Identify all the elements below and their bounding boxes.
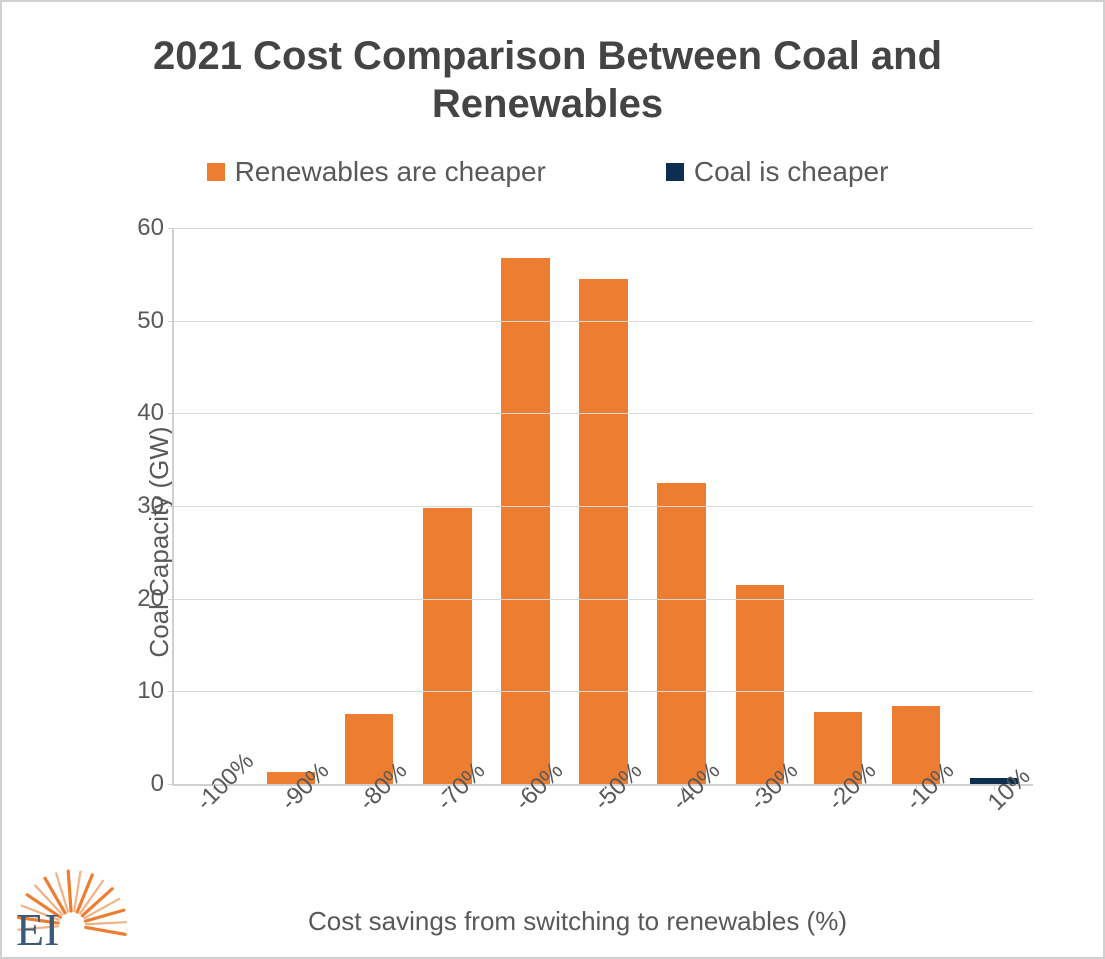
x-tickmark <box>682 784 683 790</box>
x-tickmark <box>525 784 526 790</box>
logo: EI <box>10 849 130 949</box>
x-tickmark <box>369 784 370 790</box>
y-tick-label: 60 <box>137 214 174 242</box>
x-tickmark <box>291 784 292 790</box>
legend-label-coal: Coal is cheaper <box>694 156 889 188</box>
plot-area: -100%-90%-80%-70%-60%-50%-40%-30%-20%-10… <box>172 228 1033 786</box>
gridline <box>174 506 1033 507</box>
legend: Renewables are cheaper Coal is cheaper <box>32 156 1063 188</box>
gridline <box>174 599 1033 600</box>
chart-area: Coal Capacity (GW) -100%-90%-80%-70%-60%… <box>122 208 1033 876</box>
bar <box>423 508 471 784</box>
x-tickmark <box>994 784 995 790</box>
gridline <box>174 228 1033 229</box>
y-axis-label: Coal Capacity (GW) <box>144 426 175 657</box>
y-tick-label: 30 <box>137 492 174 520</box>
chart-container: 2021 Cost Comparison Between Coal and Re… <box>2 2 1103 957</box>
x-tickmark <box>213 784 214 790</box>
y-tick-label: 20 <box>137 585 174 613</box>
gridline <box>174 413 1033 414</box>
x-tick-label: 10% <box>970 750 1037 817</box>
x-tick-label: -90% <box>263 744 335 816</box>
x-tickmark <box>838 784 839 790</box>
logo-icon: EI <box>10 849 130 949</box>
bar <box>657 483 705 784</box>
y-tick-label: 40 <box>137 399 174 427</box>
legend-swatch-renewables <box>207 163 225 181</box>
logo-text: EI <box>16 904 59 949</box>
legend-label-renewables: Renewables are cheaper <box>235 156 546 188</box>
legend-swatch-coal <box>666 163 684 181</box>
gridline <box>174 321 1033 322</box>
legend-item-coal: Coal is cheaper <box>666 156 889 188</box>
x-tickmark <box>916 784 917 790</box>
x-tickmark <box>447 784 448 790</box>
y-tick-label: 0 <box>151 770 174 798</box>
x-tickmark <box>604 784 605 790</box>
y-tick-label: 50 <box>137 307 174 335</box>
x-axis-label: Cost savings from switching to renewable… <box>92 906 1063 937</box>
bar <box>501 258 549 784</box>
gridline <box>174 691 1033 692</box>
x-tickmark <box>760 784 761 790</box>
y-tick-label: 10 <box>137 677 174 705</box>
x-tick-label: -100% <box>178 735 260 817</box>
legend-item-renewables: Renewables are cheaper <box>207 156 546 188</box>
bar <box>579 279 627 784</box>
chart-title: 2021 Cost Comparison Between Coal and Re… <box>32 32 1063 128</box>
